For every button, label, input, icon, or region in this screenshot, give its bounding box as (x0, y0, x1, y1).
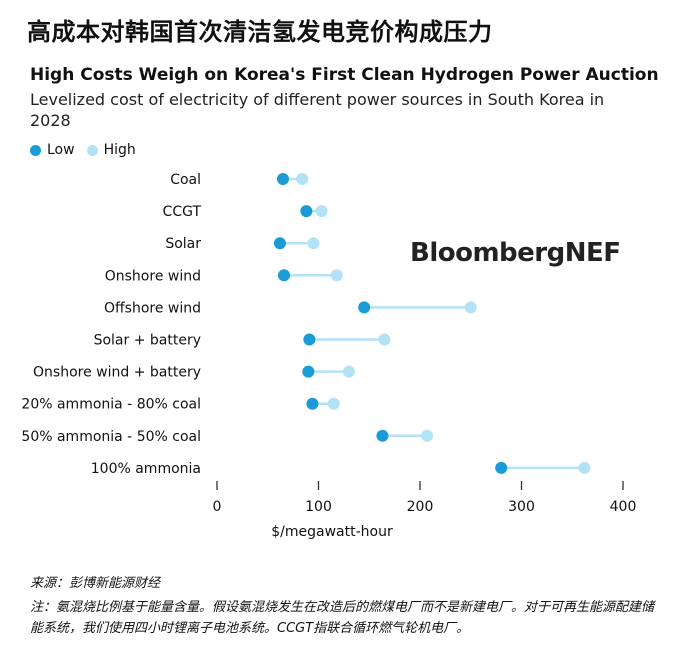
legend-high-label: High (103, 142, 136, 158)
chart-canvas: Coal CCGT Solar Onshore wind Offshore wind So… (21, 172, 637, 540)
category-label: Solar (165, 236, 201, 252)
high-point (296, 173, 309, 185)
low-point (277, 269, 290, 282)
source-text: 来源：彭博新能源财经 (30, 576, 161, 591)
high-point (342, 365, 355, 378)
low-point (376, 429, 389, 442)
high-point (327, 397, 340, 410)
high-point (330, 269, 343, 282)
low-point (495, 461, 508, 474)
bloombergnef-watermark: BloombergNEF (410, 238, 621, 268)
category-label: 100% ammonia (91, 461, 201, 477)
category-label: Coal (170, 172, 201, 188)
high-point (421, 429, 434, 442)
legend-low-dot (30, 144, 41, 156)
category-label: Offshore wind (104, 300, 201, 316)
category-label: 20% ammonia - 80% coal (21, 397, 201, 413)
category-label: Onshore wind (105, 268, 201, 284)
legend-item-low: Low (30, 142, 75, 158)
low-point (300, 205, 313, 218)
x-tick-label: 0 (213, 499, 222, 515)
x-tick-label: 300 (508, 499, 535, 515)
category-label: CCGT (163, 204, 202, 220)
page-title: 高成本对韩国首次清洁氢发电竞价构成压力 (27, 18, 493, 46)
x-axis-label: $/megawatt-hour (271, 524, 393, 540)
low-point (358, 301, 371, 314)
category-label: 50% ammonia - 50% coal (21, 429, 201, 445)
low-point (302, 365, 315, 378)
high-point (378, 333, 391, 346)
high-point (464, 301, 477, 314)
x-tick-label: 100 (305, 499, 332, 515)
legend-high-dot (86, 144, 98, 156)
legend-item-high: High (86, 142, 136, 158)
chart-title: High Costs Weigh on Korea's First Clean … (30, 65, 659, 85)
low-point (273, 237, 286, 250)
category-label: Onshore wind + battery (33, 365, 201, 381)
category-label: Solar + battery (94, 333, 201, 349)
low-point (306, 397, 319, 410)
footnote-text: 注：氨混烧比例基于能量含量。假设氨混烧发生在改造后的燃煤电厂而不是新建电厂。对于… (30, 600, 655, 636)
high-point (578, 461, 591, 474)
low-point (276, 173, 289, 185)
high-point (307, 237, 320, 250)
x-tick-label: 200 (407, 499, 434, 515)
legend: Low High (30, 142, 148, 158)
high-point (315, 205, 328, 218)
low-point (303, 333, 316, 346)
legend-low-label: Low (47, 142, 75, 158)
chart-subtitle: Levelized cost of electricity of differe… (30, 90, 605, 130)
x-tick-label: 400 (610, 499, 637, 515)
